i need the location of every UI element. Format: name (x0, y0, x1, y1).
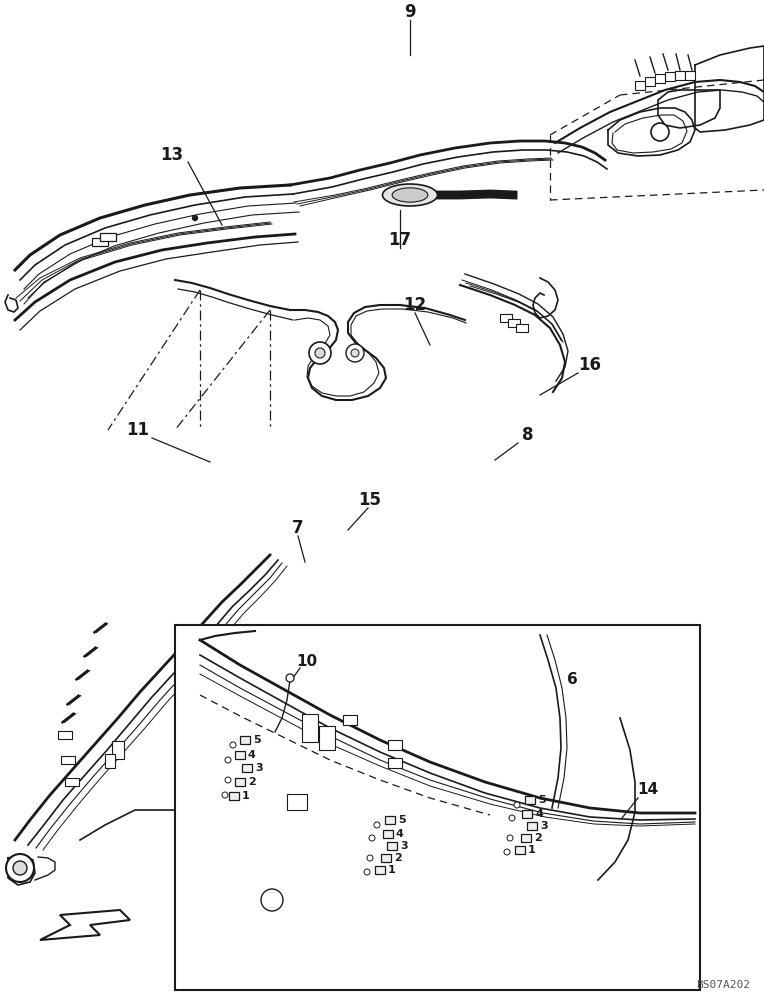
Ellipse shape (383, 184, 438, 206)
Text: 1: 1 (242, 791, 250, 801)
Text: 1: 1 (528, 845, 536, 855)
Bar (508, 319, 520, 327)
Bar (385, 816, 395, 824)
Circle shape (193, 216, 198, 221)
Bar (522, 810, 532, 818)
Circle shape (651, 123, 669, 141)
Circle shape (369, 835, 375, 841)
Bar (635, 81, 645, 90)
Text: 14: 14 (637, 782, 659, 798)
Text: 5: 5 (398, 815, 406, 825)
Text: 9: 9 (404, 3, 416, 21)
Circle shape (509, 815, 515, 821)
Circle shape (261, 889, 283, 911)
Bar (105, 754, 115, 768)
Bar (242, 764, 252, 772)
Circle shape (222, 792, 228, 798)
Circle shape (374, 822, 380, 828)
Polygon shape (40, 910, 130, 940)
Text: 5: 5 (253, 735, 261, 745)
Circle shape (504, 849, 510, 855)
Bar (175, 625, 700, 990)
Text: 17: 17 (388, 231, 412, 249)
Bar (240, 736, 250, 744)
Bar (685, 71, 695, 80)
Bar (58, 731, 72, 739)
Bar (527, 822, 537, 830)
Circle shape (514, 802, 520, 808)
Text: 2: 2 (394, 853, 402, 863)
Bar (381, 854, 391, 862)
Text: 6: 6 (567, 672, 578, 688)
Text: 3: 3 (255, 763, 263, 773)
Circle shape (351, 349, 359, 357)
Bar (675, 71, 685, 80)
Text: 4: 4 (396, 829, 404, 839)
Bar (112, 741, 124, 759)
Text: 13: 13 (160, 146, 183, 164)
Text: 4: 4 (248, 750, 256, 760)
Text: 7: 7 (292, 519, 304, 537)
Bar (665, 72, 675, 81)
Bar (61, 756, 75, 764)
Bar (235, 751, 245, 759)
Text: 12: 12 (403, 296, 426, 314)
Text: 16: 16 (578, 356, 601, 374)
Bar (302, 714, 318, 742)
Bar (375, 866, 385, 874)
Bar (515, 846, 525, 854)
Bar (235, 778, 245, 786)
Circle shape (6, 854, 34, 882)
Text: 8: 8 (523, 426, 534, 444)
Circle shape (230, 742, 236, 748)
Ellipse shape (392, 188, 428, 202)
Bar (521, 834, 531, 842)
Bar (100, 233, 116, 241)
Circle shape (225, 777, 231, 783)
Text: 10: 10 (296, 654, 318, 670)
Text: 4: 4 (535, 809, 543, 819)
Text: 2: 2 (534, 833, 542, 843)
Circle shape (346, 344, 364, 362)
Circle shape (13, 861, 27, 875)
Bar (229, 792, 239, 800)
Bar (388, 758, 402, 768)
Circle shape (367, 855, 373, 861)
Bar (388, 740, 402, 750)
Circle shape (364, 869, 370, 875)
Text: 11: 11 (127, 421, 150, 439)
Bar (645, 77, 655, 86)
Bar (655, 74, 665, 83)
Text: 5: 5 (538, 795, 545, 805)
Text: 3: 3 (540, 821, 548, 831)
Circle shape (225, 757, 231, 763)
Text: 15: 15 (358, 491, 381, 509)
Text: 3: 3 (400, 841, 408, 851)
Bar (287, 794, 307, 810)
Bar (387, 842, 397, 850)
Circle shape (507, 835, 513, 841)
Bar (319, 726, 335, 750)
Bar (65, 778, 79, 786)
Text: 2: 2 (248, 777, 256, 787)
Bar (525, 796, 535, 804)
Text: 1: 1 (388, 865, 396, 875)
Bar (516, 324, 528, 332)
Bar (92, 238, 108, 246)
Circle shape (286, 674, 294, 682)
Bar (383, 830, 393, 838)
Circle shape (309, 342, 331, 364)
Circle shape (315, 348, 325, 358)
Text: BS07A202: BS07A202 (696, 980, 750, 990)
Bar (500, 314, 512, 322)
Bar (343, 715, 357, 725)
